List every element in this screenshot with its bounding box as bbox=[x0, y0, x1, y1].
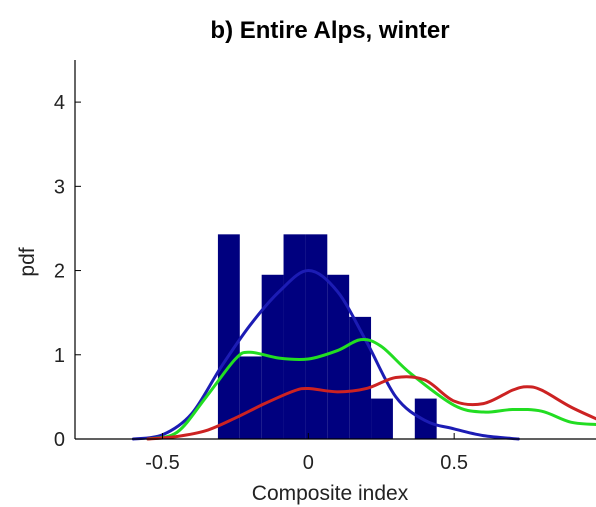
density-line-0 bbox=[131, 269, 520, 441]
histogram-bar-4 bbox=[305, 234, 328, 439]
chart-title: b) Entire Alps, winter bbox=[210, 17, 449, 44]
y-axis-label: pdf bbox=[16, 247, 39, 276]
x-tick-label-2: 0.5 bbox=[440, 452, 468, 474]
x-ticks: -0.5 0 0.5 1 bbox=[145, 433, 596, 474]
histogram-bar-0 bbox=[217, 234, 240, 439]
density-line-1 bbox=[146, 337, 596, 441]
histogram-bar-7 bbox=[371, 398, 393, 439]
x-tick-label-0: -0.5 bbox=[145, 452, 179, 474]
y-tick-label-0: 0 bbox=[54, 429, 65, 451]
x-tick-label-1: 0 bbox=[303, 452, 314, 474]
y-ticks: 0 1 2 3 4 bbox=[54, 92, 81, 451]
y-tick-label-4: 4 bbox=[54, 92, 65, 114]
histogram-bar-5 bbox=[327, 274, 350, 439]
density-line-2 bbox=[146, 375, 596, 441]
histogram-bars bbox=[217, 234, 437, 439]
y-tick-label-3: 3 bbox=[54, 176, 65, 198]
x-axis-label: Composite index bbox=[252, 482, 409, 505]
histogram-bar-1 bbox=[239, 356, 262, 439]
density-curves bbox=[131, 269, 596, 441]
y-tick-label-2: 2 bbox=[54, 261, 65, 283]
x-tick-label-3: 1 bbox=[594, 452, 596, 474]
histogram-bar-3 bbox=[283, 234, 306, 439]
histogram-bar-9 bbox=[414, 398, 437, 439]
y-tick-label-1: 1 bbox=[54, 345, 65, 367]
histogram-bar-6 bbox=[349, 316, 372, 439]
